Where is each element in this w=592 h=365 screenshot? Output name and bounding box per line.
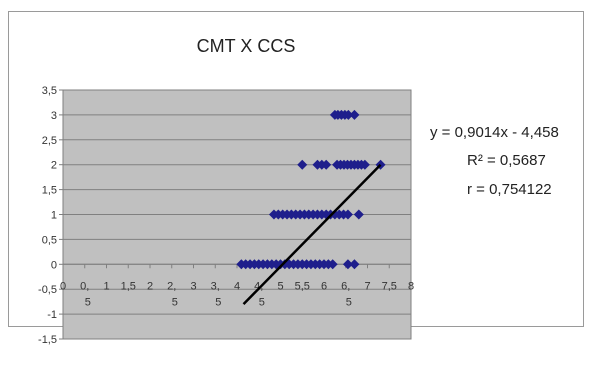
x-tick-label: 1 xyxy=(103,280,109,292)
data-point xyxy=(353,209,364,220)
x-tick-label: 8 xyxy=(408,280,414,292)
x-tick-label-line2: 5 xyxy=(215,296,221,308)
x-tick-label-line2: 5 xyxy=(346,296,352,308)
grid-layer xyxy=(59,89,411,340)
y-tick-label: 2 xyxy=(51,160,57,172)
trendline xyxy=(242,163,382,306)
x-tick-label: 7 xyxy=(364,280,370,292)
data-points xyxy=(236,109,386,270)
x-tick-label: 5,5 xyxy=(295,280,310,292)
data-point xyxy=(349,109,360,120)
x-tick-label: 4 xyxy=(234,280,240,292)
chart-title: CMT X CCS xyxy=(197,36,296,56)
x-tick-label: 6, xyxy=(341,280,350,292)
equation-label: y = 0,9014x - 4,458 xyxy=(430,124,559,141)
data-point xyxy=(343,109,354,120)
y-tick-label: 1,5 xyxy=(42,185,57,197)
y-tick-label: 3 xyxy=(51,110,57,122)
data-point xyxy=(349,259,360,270)
x-tick-label-line2: 5 xyxy=(85,296,91,308)
y-tick-label: 2,5 xyxy=(42,135,57,147)
r-squared-label: R² = 0,5687 xyxy=(467,152,546,169)
x-tick-label: 3 xyxy=(190,280,196,292)
x-tick-label: 5 xyxy=(277,280,283,292)
y-tick-label: -1,5 xyxy=(38,334,57,346)
y-tick-label: 3,5 xyxy=(42,85,57,97)
x-tick-label: 2 xyxy=(147,280,153,292)
x-tick-label-line2: 5 xyxy=(259,296,265,308)
x-tick-label: 6 xyxy=(321,280,327,292)
y-tick-label: -1 xyxy=(47,309,57,321)
data-point xyxy=(321,159,332,170)
x-tick-label: 4, xyxy=(254,280,263,292)
r-value-label: r = 0,754122 xyxy=(467,181,552,198)
x-tick-label: 2, xyxy=(167,280,176,292)
y-tick-label: 1 xyxy=(51,210,57,222)
data-point xyxy=(342,209,353,220)
y-tick-labels: 3,5 3 2,5 2 1,5 1 0,5 0 -0,5 -1 -1,5 xyxy=(38,85,57,346)
data-point xyxy=(359,159,370,170)
data-point xyxy=(342,259,353,270)
x-tick-label: 0 xyxy=(60,280,66,292)
x-tick-labels: 0 0,51 1,5 2 2,53 3,54 4,55 5,5 6 6,57 7,5 8 xyxy=(60,280,414,308)
data-point xyxy=(297,159,308,170)
x-tick-label: 3, xyxy=(211,280,220,292)
x-tick-label: 1,5 xyxy=(121,280,136,292)
x-tick-label: 0, xyxy=(80,280,89,292)
y-tick-label: 0 xyxy=(51,259,57,271)
data-point xyxy=(327,259,338,270)
x-tick-label-line2: 5 xyxy=(172,296,178,308)
x-tick-label: 7,5 xyxy=(382,280,397,292)
y-tick-label: 0,5 xyxy=(42,234,57,246)
y-tick-label: -0,5 xyxy=(38,284,57,296)
